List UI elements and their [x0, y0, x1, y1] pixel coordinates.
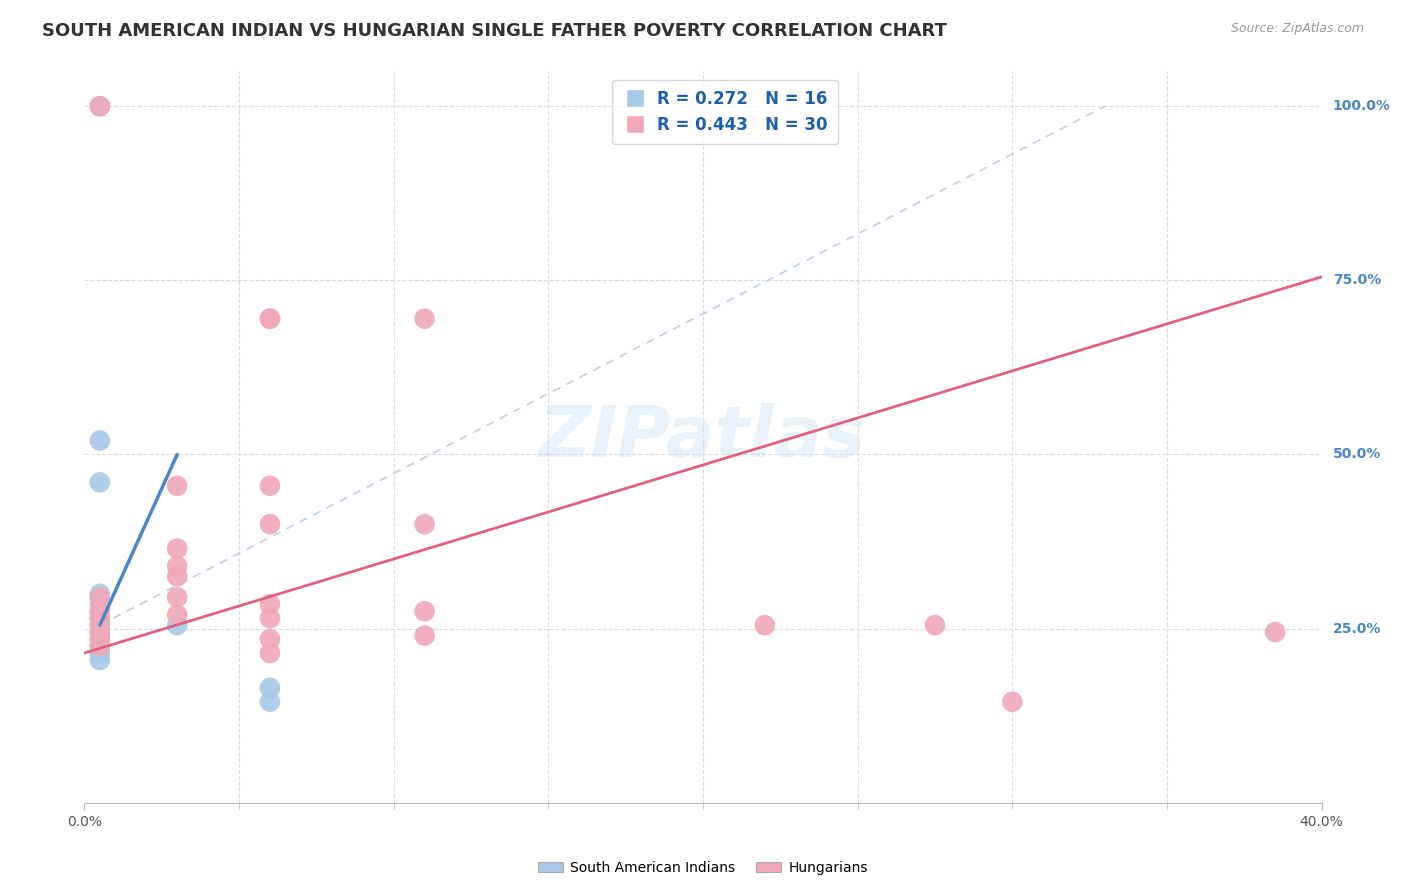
Text: Source: ZipAtlas.com: Source: ZipAtlas.com: [1230, 22, 1364, 36]
Point: [166, 607, 188, 622]
Text: ZIPatlas: ZIPatlas: [540, 402, 866, 472]
Point: [413, 604, 436, 618]
Point: [89, 625, 111, 640]
Point: [89, 99, 111, 113]
Point: [89, 611, 111, 625]
Point: [89, 591, 111, 605]
Point: [89, 639, 111, 653]
Point: [413, 311, 436, 326]
Text: 25.0%: 25.0%: [1333, 622, 1381, 636]
Point: [924, 618, 946, 632]
Point: [166, 541, 188, 556]
Point: [259, 479, 281, 493]
Point: [166, 479, 188, 493]
Point: [259, 517, 281, 532]
Point: [89, 597, 111, 611]
Point: [89, 604, 111, 618]
Point: [89, 618, 111, 632]
Point: [259, 681, 281, 695]
Point: [89, 434, 111, 448]
Point: [89, 618, 111, 632]
Point: [259, 597, 281, 611]
Point: [259, 646, 281, 660]
Point: [259, 311, 281, 326]
Point: [754, 618, 776, 632]
Point: [259, 611, 281, 625]
Point: [89, 632, 111, 646]
Text: 50.0%: 50.0%: [1333, 448, 1381, 461]
Point: [259, 311, 281, 326]
Point: [89, 611, 111, 625]
Point: [413, 629, 436, 643]
Legend: South American Indians, Hungarians: South American Indians, Hungarians: [533, 855, 873, 880]
Point: [89, 99, 111, 113]
Text: 75.0%: 75.0%: [1333, 273, 1381, 287]
Legend: R = 0.272   N = 16, R = 0.443   N = 30: R = 0.272 N = 16, R = 0.443 N = 30: [613, 79, 838, 144]
Point: [166, 618, 188, 632]
Point: [89, 604, 111, 618]
Point: [166, 591, 188, 605]
Point: [166, 569, 188, 583]
Point: [1264, 625, 1286, 640]
Point: [166, 558, 188, 573]
Text: 100.0%: 100.0%: [1333, 99, 1391, 113]
Point: [89, 646, 111, 660]
Point: [89, 587, 111, 601]
Point: [413, 517, 436, 532]
Point: [89, 625, 111, 640]
Point: [89, 639, 111, 653]
Point: [259, 695, 281, 709]
Text: SOUTH AMERICAN INDIAN VS HUNGARIAN SINGLE FATHER POVERTY CORRELATION CHART: SOUTH AMERICAN INDIAN VS HUNGARIAN SINGL…: [42, 22, 948, 40]
Point: [259, 632, 281, 646]
Point: [89, 632, 111, 646]
Point: [89, 475, 111, 490]
Point: [1001, 695, 1024, 709]
Point: [89, 653, 111, 667]
